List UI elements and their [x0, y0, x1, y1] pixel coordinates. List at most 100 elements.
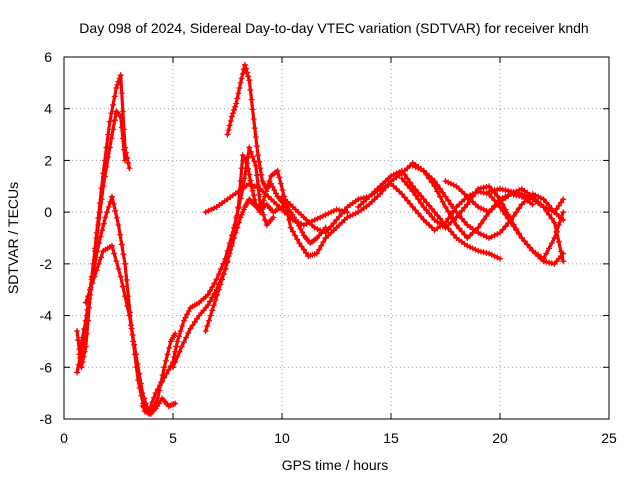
data-point-marker	[117, 273, 124, 280]
data-point-marker	[417, 213, 424, 220]
data-point-marker	[193, 315, 200, 322]
data-point-marker	[202, 328, 209, 335]
data-point-marker	[250, 192, 257, 199]
series-line	[84, 244, 177, 416]
data-point-marker	[111, 117, 118, 124]
x-tick-label: 15	[383, 430, 399, 446]
data-point-marker	[205, 207, 212, 214]
data-point-marker	[126, 165, 133, 172]
data-point-marker	[502, 187, 509, 194]
data-point-marker	[246, 144, 253, 151]
data-point-marker	[388, 172, 394, 179]
data-point-marker	[209, 284, 216, 291]
data-point-marker	[105, 203, 112, 210]
data-point-marker	[540, 196, 547, 203]
data-point-marker	[292, 232, 299, 239]
data-point-marker	[122, 293, 129, 300]
series-arc-4	[82, 242, 179, 417]
data-point-marker	[244, 69, 251, 76]
data-point-marker	[358, 195, 365, 202]
data-point-marker	[254, 184, 261, 191]
data-point-marker	[560, 258, 567, 265]
data-point-marker	[480, 232, 487, 239]
data-point-marker	[407, 185, 414, 192]
data-point-marker	[385, 181, 392, 188]
data-point-marker	[518, 191, 525, 198]
data-point-marker	[233, 100, 240, 107]
data-point-marker	[415, 196, 422, 203]
data-point-marker	[91, 273, 98, 280]
data-point-marker	[262, 216, 269, 223]
data-point-marker	[115, 266, 122, 273]
data-point-marker	[123, 277, 130, 284]
data-point-marker	[558, 199, 565, 206]
data-point-marker	[260, 197, 267, 204]
data-point-marker	[486, 183, 493, 190]
data-point-marker	[510, 213, 517, 220]
data-point-marker	[238, 75, 245, 82]
data-point-marker	[108, 110, 115, 117]
data-point-marker	[439, 189, 446, 196]
data-point-marker	[483, 213, 490, 220]
data-point-marker	[98, 196, 105, 203]
data-point-marker	[154, 386, 161, 393]
data-point-marker	[300, 246, 307, 253]
data-point-marker	[94, 248, 101, 255]
data-point-marker	[311, 224, 318, 231]
data-point-marker	[237, 79, 244, 86]
data-point-marker	[437, 185, 444, 192]
data-point-marker	[333, 206, 340, 213]
data-point-marker	[475, 229, 482, 236]
data-point-marker	[185, 330, 192, 337]
data-point-marker	[100, 220, 107, 227]
y-tick-label: -8	[40, 411, 53, 427]
data-point-marker	[207, 288, 214, 295]
data-point-marker	[488, 194, 495, 201]
data-point-marker	[483, 249, 490, 256]
data-point-marker	[268, 180, 275, 187]
data-point-marker	[502, 223, 509, 230]
data-point-marker	[175, 333, 182, 340]
data-point-marker	[477, 205, 484, 212]
data-point-marker	[136, 370, 143, 377]
data-point-marker	[313, 250, 320, 257]
data-point-marker	[104, 209, 111, 216]
data-point-marker	[558, 248, 565, 255]
data-point-marker	[227, 246, 234, 253]
data-point-marker	[207, 298, 214, 305]
data-point-marker	[257, 165, 264, 172]
data-point-marker	[423, 207, 430, 214]
data-point-marker	[161, 374, 168, 381]
data-point-marker	[442, 178, 449, 185]
data-point-marker	[251, 158, 258, 165]
data-point-marker	[529, 201, 536, 208]
data-point-marker	[456, 225, 463, 232]
data-point-marker	[249, 187, 256, 194]
data-point-marker	[142, 400, 149, 407]
data-point-marker	[442, 193, 449, 200]
data-point-marker	[124, 302, 131, 309]
data-point-marker	[139, 390, 146, 397]
data-point-marker	[108, 242, 115, 249]
data-point-marker	[89, 280, 96, 287]
data-point-marker	[110, 126, 117, 133]
data-point-marker	[256, 158, 263, 165]
data-point-marker	[516, 205, 523, 212]
data-point-marker	[341, 207, 348, 214]
data-point-marker	[524, 193, 531, 200]
data-point-marker	[505, 187, 512, 194]
data-point-marker	[277, 180, 284, 187]
data-point-marker	[210, 302, 217, 309]
data-point-marker	[100, 183, 107, 190]
data-point-marker	[156, 382, 163, 389]
data-point-marker	[480, 216, 487, 223]
data-point-marker	[316, 246, 323, 253]
series-arc-5	[139, 144, 277, 415]
data-point-marker	[180, 339, 187, 346]
data-point-marker	[113, 258, 120, 265]
data-point-marker	[253, 143, 260, 150]
data-point-marker	[325, 226, 332, 233]
data-point-marker	[442, 203, 449, 210]
data-point-marker	[249, 181, 256, 188]
